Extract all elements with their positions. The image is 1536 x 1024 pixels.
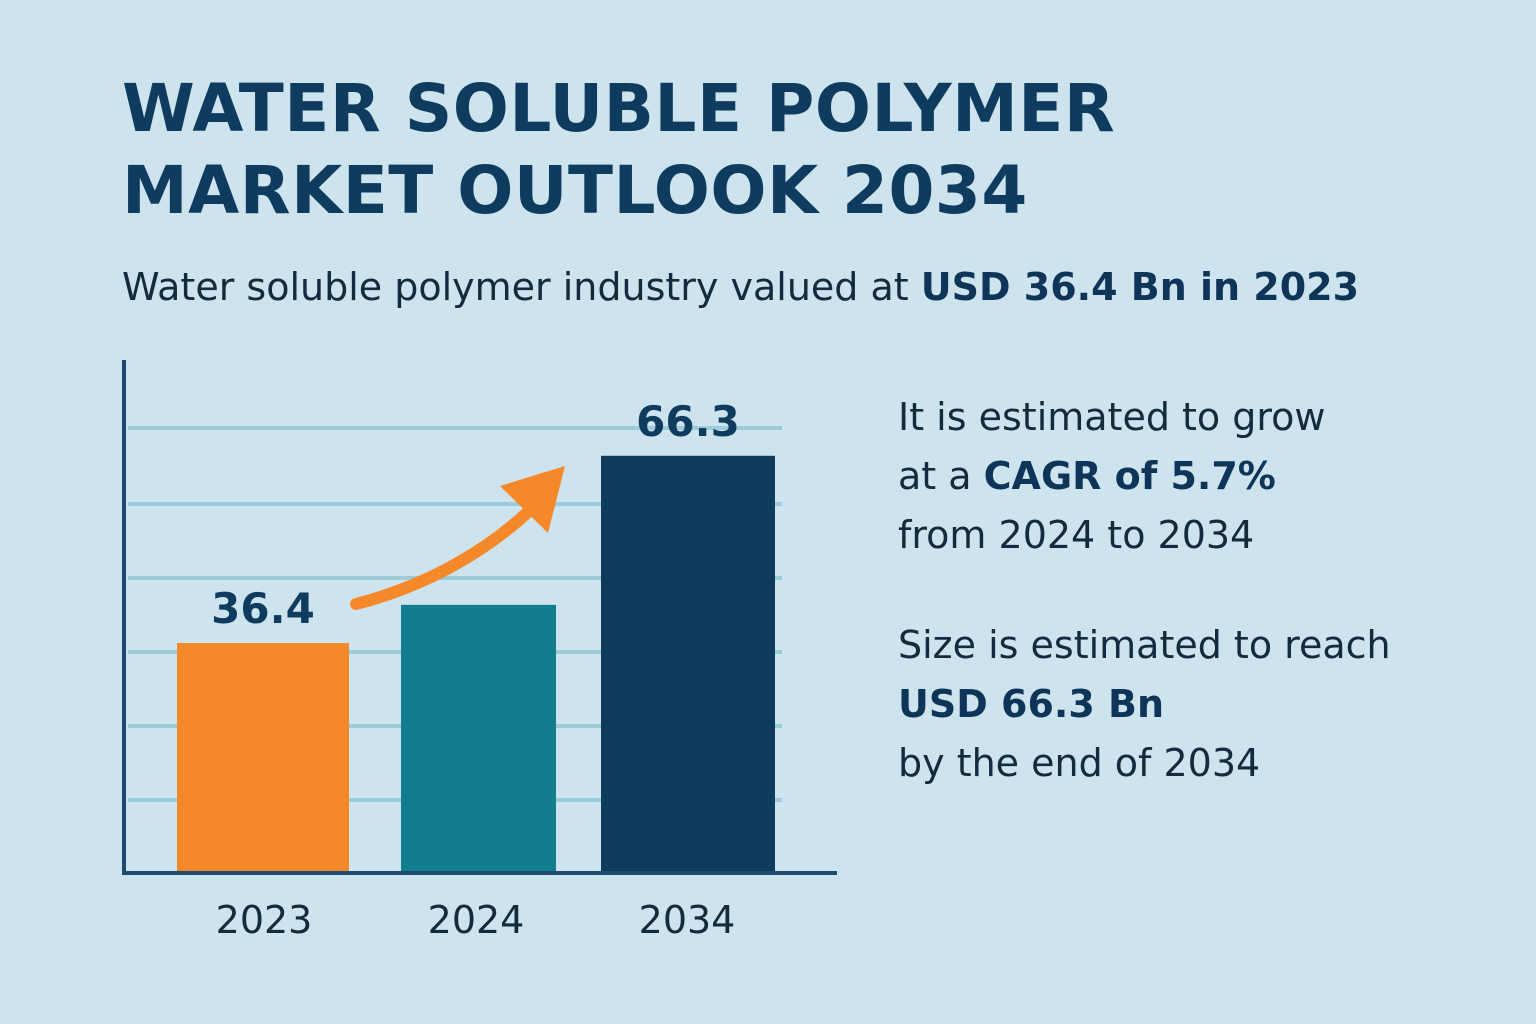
- growth-line-3: from 2024 to 2034: [898, 513, 1255, 557]
- bar-2034: [601, 455, 775, 871]
- growth-line-2: at a CAGR of 5.7%: [898, 447, 1326, 506]
- title-line-1: WATER SOLUBLE POLYMER: [122, 70, 1116, 147]
- bar-labels: 36.4 2023 2024 66.3 2034: [211, 397, 740, 942]
- growth-text: It is estimated to grow at a CAGR of 5.7…: [898, 388, 1326, 565]
- cagr-value: CAGR of 5.7%: [983, 454, 1276, 498]
- size-line-3: by the end of 2034: [898, 741, 1261, 785]
- page-title: WATER SOLUBLE POLYMER MARKET OUTLOOK 203…: [122, 68, 1115, 232]
- subtitle: Water soluble polymer industry valued at…: [122, 262, 1359, 312]
- size-value: USD 66.3 Bn: [898, 675, 1391, 734]
- growth-line-1: It is estimated to grow: [898, 395, 1326, 439]
- size-text: Size is estimated to reach USD 66.3 Bn b…: [898, 616, 1391, 793]
- bar-2024: [401, 604, 556, 871]
- growth-arrow-icon: [350, 504, 536, 610]
- growth-line-2-prefix: at a: [898, 454, 984, 498]
- value-label-2034: 66.3: [636, 397, 740, 446]
- subtitle-prefix: Water soluble polymer industry valued at: [122, 265, 921, 309]
- title-line-2: MARKET OUTLOOK 2034: [122, 152, 1028, 229]
- x-tick-2034: 2034: [639, 898, 736, 942]
- size-value-bold: USD 66.3 Bn: [898, 682, 1164, 726]
- x-tick-2023: 2023: [216, 898, 313, 942]
- value-label-2023: 36.4: [211, 584, 315, 633]
- bar-chart: 36.4 2023 2024 66.3 2034: [122, 360, 837, 942]
- arrow-head-icon: [500, 466, 565, 533]
- x-tick-2024: 2024: [428, 898, 525, 942]
- bars: [177, 455, 775, 871]
- size-line-1: Size is estimated to reach: [898, 623, 1391, 667]
- bar-2023: [177, 643, 349, 871]
- subtitle-highlight: USD 36.4 Bn in 2023: [920, 265, 1360, 309]
